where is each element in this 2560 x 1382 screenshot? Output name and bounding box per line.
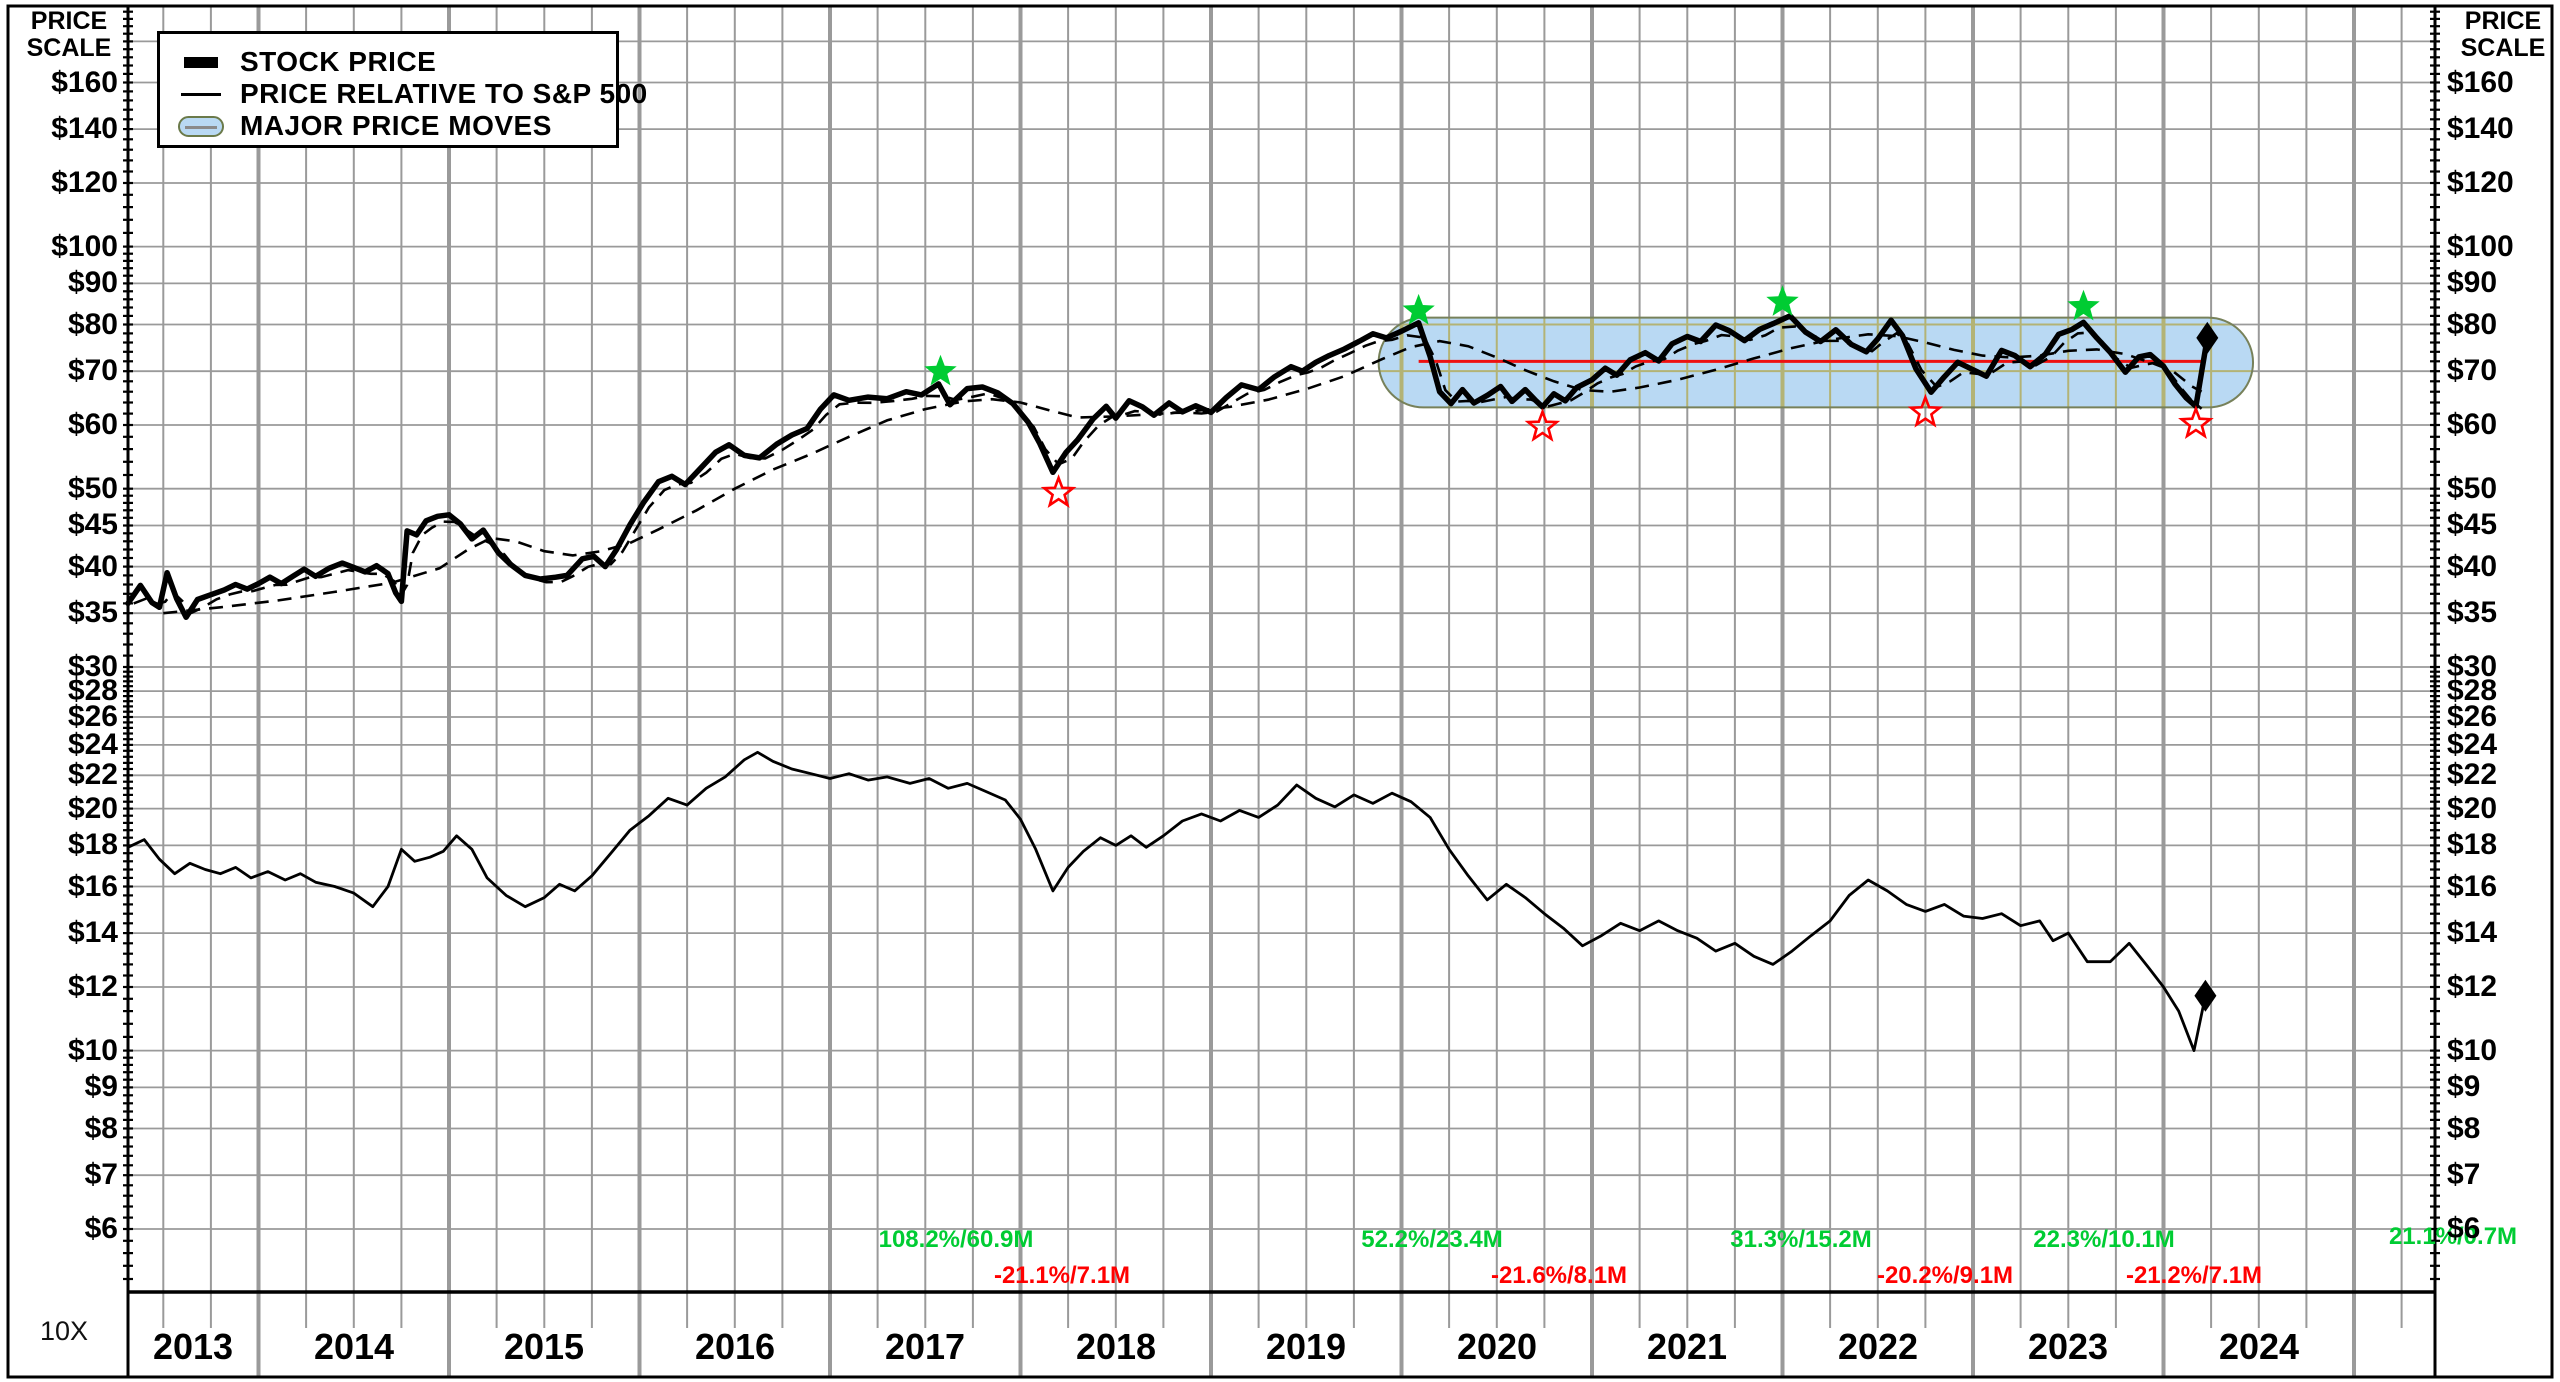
legend: STOCK PRICE PRICE RELATIVE TO S&P 500 MA… — [157, 31, 647, 148]
green-star-marker — [1402, 293, 1435, 325]
green-star-marker — [1766, 285, 1799, 316]
green-star-marker — [2067, 289, 2100, 321]
thick-line-swatch-icon — [178, 56, 224, 68]
legend-item-major-price-moves: MAJOR PRICE MOVES — [178, 110, 552, 142]
price-scale-header-line1: PRICE — [30, 7, 108, 35]
price-scale-header-line2: SCALE — [2460, 34, 2546, 62]
red-open-star-marker — [1040, 474, 1077, 508]
price-scale-header-left: PRICE SCALE — [14, 8, 124, 62]
red-open-star-marker — [1907, 393, 1944, 428]
end-diamond-marker — [2196, 321, 2219, 354]
end-diamond-marker — [2194, 979, 2217, 1012]
price-scale-header-right: PRICE SCALE — [2448, 8, 2558, 62]
price-scale-header-line2: SCALE — [26, 34, 112, 62]
blue-pill-swatch-icon — [178, 115, 224, 137]
green-star-marker — [924, 354, 957, 386]
red-open-star-marker — [2178, 405, 2214, 440]
legend-item-stock-price: STOCK PRICE — [178, 46, 436, 78]
price-scale-header-line1: PRICE — [2464, 7, 2542, 35]
legend-label: MAJOR PRICE MOVES — [240, 110, 552, 141]
thin-line-swatch-icon — [178, 92, 224, 96]
multiplier-label: 10X — [40, 1316, 89, 1346]
legend-label: STOCK PRICE — [240, 46, 437, 77]
red-open-star-marker — [1524, 408, 1561, 442]
legend-label: PRICE RELATIVE TO S&P 500 — [240, 78, 648, 109]
legend-item-price-relative: PRICE RELATIVE TO S&P 500 — [178, 78, 648, 110]
